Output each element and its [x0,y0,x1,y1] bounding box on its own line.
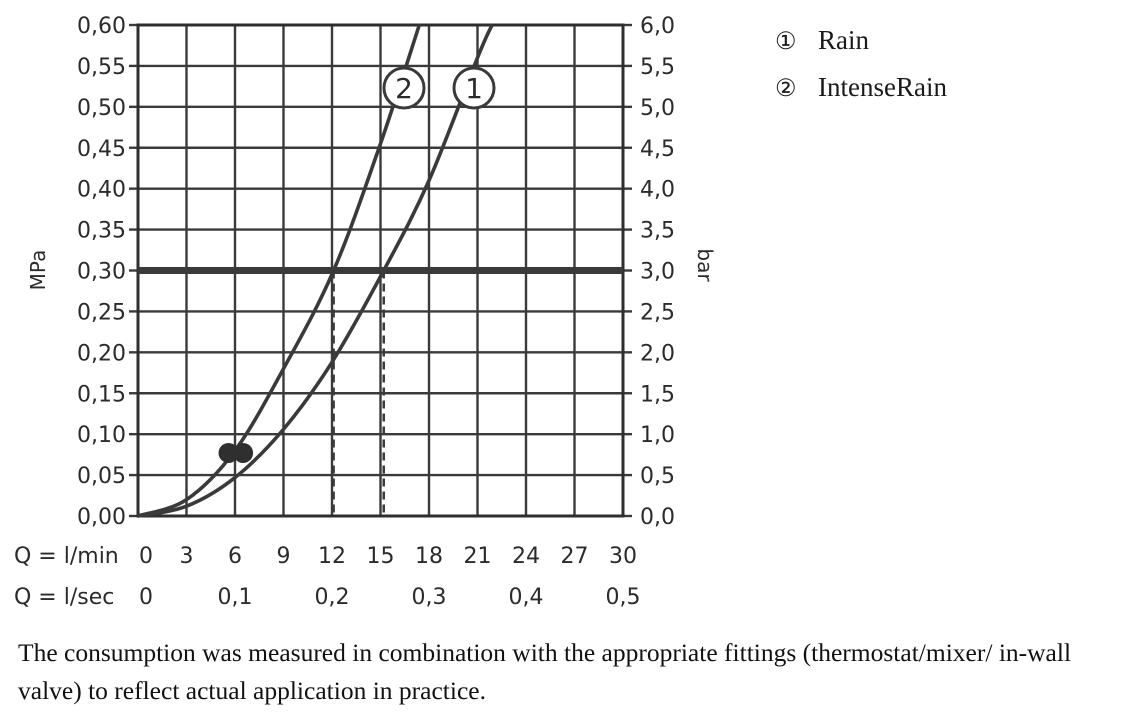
y-axis-left-label: MPa [26,250,50,291]
x-tick-label: 0,4 [509,585,544,610]
y-left-tick-label: 0,30 [77,260,126,285]
legend-symbol-intenserain: ② [775,76,797,102]
y-left-tick-label: 0,45 [77,137,126,162]
y-left-tick-label: 0,00 [77,505,126,530]
footnote-caption: The consumption was measured in combinat… [18,638,1072,705]
y-left-tick-label: 0,40 [77,178,126,203]
y-left-tick-label: 0,60 [77,14,126,39]
x-tick-label: 0,5 [606,585,641,610]
series-curve-intenserain [137,24,422,518]
x-tick-labels: Q = l/min 0 3 6 9 12 15 18 21 24 27 30 Q = l/sec 0 0,1… [14,544,641,610]
curve-marker-circle [452,66,496,110]
x-tick-label: 0 [139,585,153,610]
x-tick-label: 30 [609,544,637,569]
y-left-tick-label: 0,35 [77,219,126,244]
x-tick-label: 6 [228,544,242,569]
y-right-tick-label: 4,0 [640,178,675,203]
y-left-tick-label: 0,15 [77,382,126,407]
y-right-tick-label: 1,0 [640,423,675,448]
x-tick-label: 18 [415,544,443,569]
x-tick-label: 0 [139,544,153,569]
legend-label-intenserain: IntenseRain [818,72,947,102]
y-left-tick-label: 0,10 [77,423,126,448]
x-tick-label: 3 [180,544,194,569]
legend: ① Rain ② IntenseRain [775,25,947,102]
y-right-tick-label: 0,5 [640,464,675,489]
curve-marker-number: 2 [395,72,413,105]
y-left-tick-label: 0,55 [77,55,126,80]
operating-point-dot [233,442,254,463]
x-tick-label: 0,3 [412,585,447,610]
x-row-prefix: Q = l/min [14,544,119,569]
operating-point-dot [218,442,239,463]
legend-symbol-rain: ① [775,29,797,55]
legend-label-rain: Rain [818,25,869,55]
x-tick-label: 15 [367,544,395,569]
x-tick-label: 21 [464,544,492,569]
curve-marker-number: 1 [465,72,483,105]
y-left-tick-label: 0,25 [77,300,126,325]
x-tick-label: 0,1 [218,585,253,610]
operating-dots [218,442,254,463]
y-right-tick-label: 2,5 [640,300,675,325]
x-tick-label: 9 [277,544,291,569]
y-tick-labels: 0,00 0,05 0,10 0,15 0,20 0,25 0,30 0,35 0,40 0,45… [77,14,675,530]
x-tick-label: 0,2 [315,585,350,610]
curve-marker-circle [382,66,426,110]
y-right-tick-label: 3,0 [640,260,675,285]
y-right-tick-label: 6,0 [640,14,675,39]
y-right-tick-label: 3,5 [640,219,675,244]
x-tick-label: 24 [512,544,540,569]
legend-item-intenserain: ② IntenseRain [775,72,947,102]
legend-item-rain: ① Rain [775,25,869,55]
drop-lines [332,270,385,516]
y-right-tick-label: 5,5 [640,55,675,80]
x-tick-label: 12 [318,544,346,569]
y-right-tick-label: 5,0 [640,96,675,121]
y-left-tick-label: 0,20 [77,341,126,366]
x-row-prefix: Q = l/sec [14,585,114,610]
curve-markers: 12 [382,66,496,110]
y-right-tick-label: 1,5 [640,382,675,407]
y-axis-right-label: bar [693,248,717,282]
y-left-tick-label: 0,05 [77,464,126,489]
y-right-tick-label: 4,5 [640,137,675,162]
y-left-tick-label: 0,50 [77,96,126,121]
x-tick-label: 27 [561,544,589,569]
y-right-tick-label: 2,0 [640,341,675,366]
y-right-tick-label: 0,0 [640,505,675,530]
